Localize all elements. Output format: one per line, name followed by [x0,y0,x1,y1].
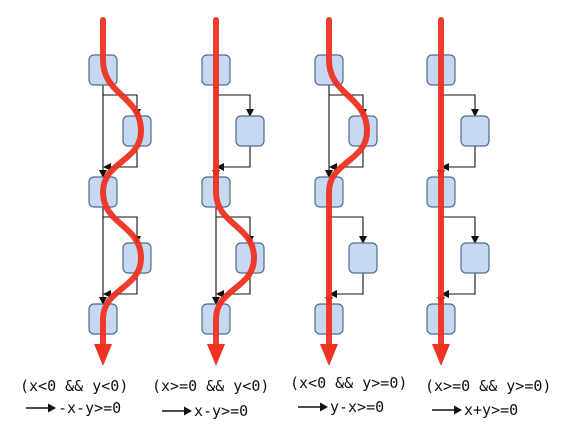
execution-path [326,17,370,353]
condition-label-4: (x>=0 && y>=0) [425,377,552,395]
condition-label-2: (x>=0 && y<0) [152,377,270,395]
long-right-arrow-icon [432,405,462,415]
side-node-1 [460,115,490,147]
formula-row-4: x+y>=0 [432,401,518,419]
long-right-arrow-icon [162,406,192,416]
formula-row-1: -x-y>=0 [26,399,121,417]
red-path-arrow [94,344,112,366]
edge-to-side-2 [329,216,367,244]
edge-from-side-1 [216,146,251,171]
formula-label-1: -x-y>=0 [58,399,122,417]
long-right-arrow-icon [26,403,56,413]
side-node-1 [235,115,265,147]
side-node-2 [348,242,378,274]
formula-label-4: x+y>=0 [464,401,519,419]
edge-to-side-1 [216,94,254,117]
long-right-arrow-icon [298,402,328,412]
edge-to-side-1 [441,94,479,117]
side-node-2 [460,242,490,274]
condition-label-3: (x<0 && y>=0) [290,374,408,392]
flow-column-2 [201,17,265,366]
red-path-arrow [207,344,225,366]
edge-to-side-2 [441,216,479,244]
condition-label-1: (x<0 && y<0) [20,377,129,395]
edge-from-side-2 [441,273,476,298]
red-path-arrow [432,344,450,366]
flow-column-3 [314,17,378,366]
formula-row-3: y-x>=0 [298,398,384,416]
execution-path [212,17,257,353]
red-path-arrow [320,344,338,366]
edge-from-side-1 [441,146,476,171]
flow-column-4 [426,17,490,366]
edge-from-side-2 [329,273,364,298]
flow-column-1 [88,17,152,366]
execution-path [100,17,144,353]
formula-label-3: y-x>=0 [330,398,385,416]
formula-row-2: x-y>=0 [162,402,248,420]
formula-label-2: x-y>=0 [194,402,249,420]
